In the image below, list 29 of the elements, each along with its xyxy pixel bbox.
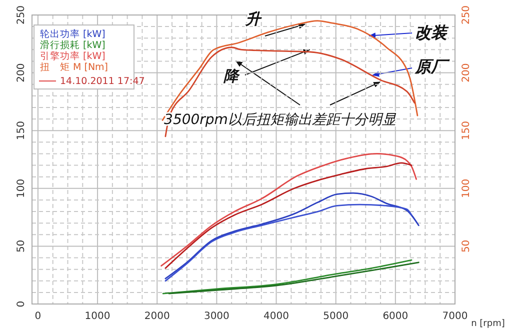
x-tick-label: 2000 xyxy=(144,311,170,322)
text: 轮出功率 [kW] xyxy=(40,28,106,40)
text: 滑行损耗 [kW] xyxy=(40,39,106,51)
y2-tick-label: 100 xyxy=(461,178,472,198)
y2-tick-label: 150 xyxy=(461,121,472,140)
x-tick-label: 0 xyxy=(34,311,42,322)
annotation: 改装 xyxy=(415,23,449,42)
x-tick-label: 7000 xyxy=(442,311,468,322)
x-axis-title: n [rpm] xyxy=(471,319,505,329)
y-tick-label: 100 xyxy=(16,178,27,198)
annotation: 原厂 xyxy=(414,57,450,76)
x-tick-label: 5000 xyxy=(323,311,349,322)
y-tick-label: 0 xyxy=(16,300,27,308)
annotation: 14.10.2011 17:47 xyxy=(60,76,145,87)
text: 扭 矩 M [Nm] xyxy=(40,61,108,73)
x-tick-label: 1000 xyxy=(84,311,110,322)
y-tick-label: 200 xyxy=(16,63,27,82)
text: 引擎功率 [kW] xyxy=(40,50,106,62)
y2-tick-label: 50 xyxy=(461,240,472,253)
y-tick-label: 50 xyxy=(16,240,27,253)
annotation: 降 xyxy=(222,67,240,85)
x-tick-label: 4000 xyxy=(264,311,289,322)
y2-tick-label: 200 xyxy=(461,63,472,82)
x-tick-label: 6000 xyxy=(382,311,408,322)
y2-tick-label: 250 xyxy=(461,5,472,25)
y-tick-label: 250 xyxy=(16,5,27,25)
y-tick-label: 150 xyxy=(16,121,27,140)
annotation: 升 xyxy=(244,10,262,28)
x-tick-label: 3000 xyxy=(204,311,230,322)
